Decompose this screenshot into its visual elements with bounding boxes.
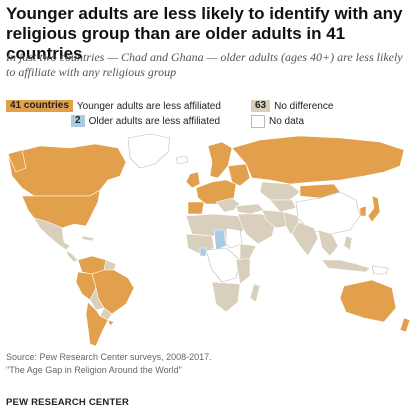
alaska (7, 149, 27, 173)
argentina-chile (85, 301, 109, 347)
legend-older: 2 Older adults are less affiliated (71, 115, 220, 127)
india (291, 221, 319, 257)
legend-nodiff-label: No difference (274, 100, 334, 112)
source-note: Source: Pew Research Center surveys, 200… (6, 351, 414, 377)
source-line: Source: Pew Research Center surveys, 200… (6, 352, 212, 362)
chart-subtitle: In just two countries — Chad and Ghana —… (6, 50, 403, 79)
iran (261, 209, 289, 229)
uruguay (107, 319, 115, 327)
philippines (343, 235, 353, 251)
iceland (175, 155, 189, 165)
australia (339, 279, 397, 323)
legend-nodiff-swatch: 63 (251, 100, 271, 112)
western-europe (195, 179, 237, 205)
sudan (225, 227, 243, 249)
madagascar (249, 283, 261, 303)
legend-older-label: Older adults are less affiliated (88, 115, 221, 127)
legend-younger: 41 countries Younger adults are less aff… (6, 100, 221, 112)
central-africa (205, 247, 241, 283)
legend-nodata-label: No data (269, 116, 305, 127)
kazakhstan (259, 181, 301, 201)
caribbean (81, 235, 95, 242)
uk-ireland (185, 171, 201, 189)
report-title: "The Age Gap in Religion Around the Worl… (6, 365, 182, 375)
chad (213, 229, 227, 251)
horn-of-africa (239, 243, 257, 261)
turkey (235, 203, 265, 215)
usa (21, 189, 101, 229)
chart-title: Younger adults are less likely to identi… (6, 4, 403, 63)
eastern-europe (227, 163, 251, 187)
japan (367, 195, 381, 223)
greenland (127, 133, 171, 169)
central-asia (269, 199, 297, 213)
papua (371, 265, 389, 275)
bolivia (89, 287, 105, 311)
new-zealand (399, 317, 411, 333)
legend-nodata-swatch (251, 115, 265, 128)
indonesia (321, 259, 371, 273)
mexico (33, 217, 71, 251)
legend-older-swatch: 2 (71, 115, 85, 127)
guianas (103, 259, 117, 271)
legend-nodiff: 63 No difference (251, 100, 333, 112)
russia (231, 135, 405, 185)
world-map (7, 133, 411, 347)
ghana (199, 247, 207, 257)
legend-younger-swatch: 41 countries (6, 100, 73, 112)
iberia (187, 201, 205, 215)
legend-nodata: No data (251, 115, 304, 128)
canada (7, 143, 127, 197)
southern-africa (211, 281, 241, 313)
scandinavia (207, 141, 233, 179)
pew-brand: PEW RESEARCH CENTER (6, 397, 130, 408)
south-korea (359, 205, 367, 217)
southeast-asia (317, 229, 339, 257)
legend-younger-label: Younger adults are less affiliated (76, 100, 221, 112)
east-africa (235, 257, 251, 285)
central-america (65, 249, 79, 263)
